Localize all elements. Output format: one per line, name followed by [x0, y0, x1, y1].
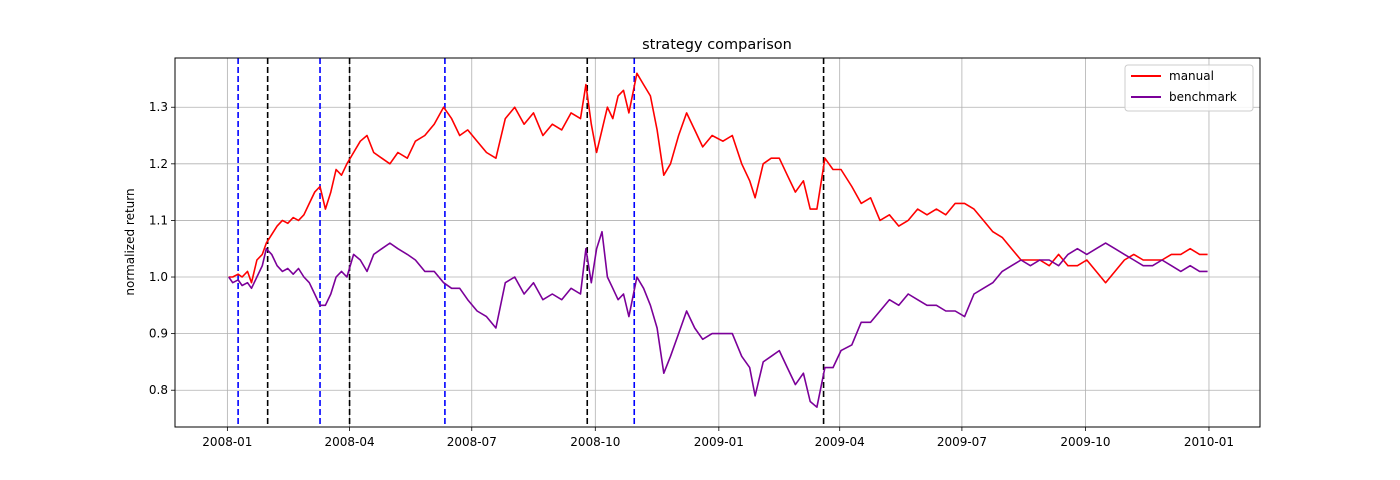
plot-frame — [174, 57, 1261, 428]
legend: manual benchmark — [1124, 64, 1254, 112]
x-tick-label: 2009-07 — [937, 435, 987, 449]
y-tick-label: 0.8 — [149, 383, 168, 397]
x-tick-label: 2008-10 — [570, 435, 620, 449]
x-tick-label: 2009-10 — [1060, 435, 1110, 449]
y-axis-ticks: 0.8 0.9 1.0 1.1 1.2 1.3 — [149, 100, 175, 397]
x-axis-ticks: 2008-01 2008-04 2008-07 2008-10 2009-01 2009-… — [202, 427, 1234, 449]
series-line-manual — [228, 72, 1208, 284]
x-tick-label: 2009-01 — [694, 435, 744, 449]
legend-label-benchmark: benchmark — [1169, 90, 1237, 104]
legend-label-manual: manual — [1169, 69, 1214, 83]
series-line-benchmark — [228, 230, 1208, 409]
y-tick-label: 1.0 — [149, 270, 168, 284]
x-tick-label: 2008-07 — [447, 435, 497, 449]
event-markers — [237, 58, 825, 427]
series-lines — [228, 72, 1208, 409]
x-tick-label: 2008-04 — [324, 435, 374, 449]
y-tick-label: 1.3 — [149, 100, 168, 114]
x-tick-label: 2010-01 — [1184, 435, 1234, 449]
y-tick-label: 0.9 — [149, 327, 168, 341]
y-tick-label: 1.1 — [149, 213, 168, 227]
y-axis-title: normalized return — [123, 188, 137, 295]
chart-title: strategy comparison — [642, 37, 792, 53]
x-tick-label: 2008-01 — [202, 435, 252, 449]
y-tick-label: 1.2 — [149, 157, 168, 171]
x-tick-label: 2009-04 — [815, 435, 865, 449]
